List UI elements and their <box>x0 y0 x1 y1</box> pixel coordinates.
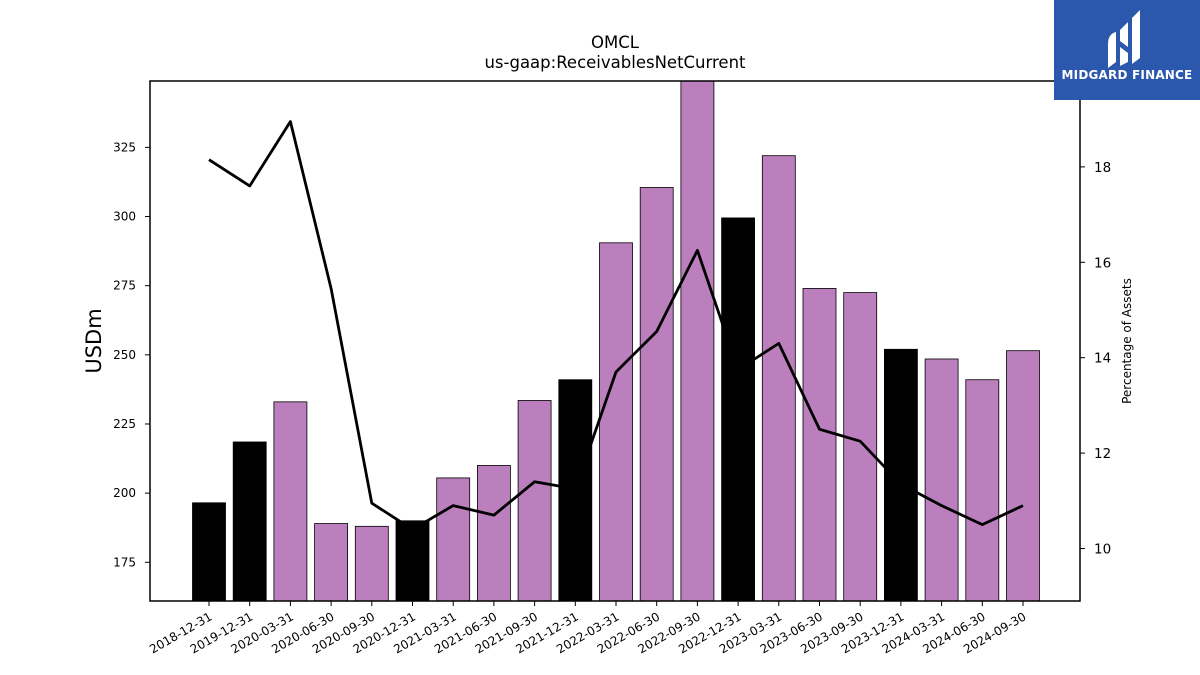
y-axis-left: 175 200 225 250 275 300 325 <box>113 140 150 569</box>
bar-2022-03-31 <box>599 242 633 602</box>
y-tick-label-right: 10 <box>1094 542 1111 558</box>
bar-2019-12-31 <box>232 441 267 602</box>
bar-2023-06-30 <box>802 288 837 602</box>
logo-text: MIDGARD FINANCE <box>1061 68 1193 82</box>
bar-2020-06-30 <box>314 523 349 602</box>
y-axis-label-right: Percentage of Assets <box>1120 278 1134 404</box>
y-tick-label-left: 200 <box>113 486 136 500</box>
y-tick-label-right: 14 <box>1094 351 1111 367</box>
bar-2020-12-31 <box>395 520 430 602</box>
bar-2024-03-31 <box>924 358 959 602</box>
y-tick-label-left: 300 <box>113 210 136 224</box>
bar-2024-09-30 <box>1006 350 1040 602</box>
x-axis: 2018-12-312019-12-312020-03-312020-06-30… <box>147 601 1029 656</box>
y-axis-label-left: USDm <box>82 308 106 373</box>
chart-title: OMCL <box>591 33 640 52</box>
y-tick-label-left: 325 <box>113 140 136 154</box>
bar-2023-12-31 <box>884 348 918 602</box>
y-tick-label-left: 225 <box>113 417 136 431</box>
bar-2020-09-30 <box>354 525 389 602</box>
bar-2021-03-31 <box>436 477 471 602</box>
bar-2021-09-30 <box>517 400 552 602</box>
y-tick-label-right: 16 <box>1094 255 1111 271</box>
logo-mark-icon <box>1108 10 1140 68</box>
bar-2022-12-31 <box>721 217 755 602</box>
bar-2018-12-31 <box>192 502 226 602</box>
y-axis-right: 10 12 14 16 18 <box>1080 160 1111 558</box>
bar-2023-03-31 <box>761 155 796 602</box>
line-series <box>208 120 1024 531</box>
y-tick-label-left: 275 <box>113 279 136 293</box>
chart-subtitle: us-gaap:ReceivablesNetCurrent <box>484 53 746 72</box>
y-tick-label-right: 12 <box>1094 446 1111 462</box>
bar-2022-09-30 <box>680 80 715 602</box>
bar-series <box>192 80 1040 602</box>
y-tick-label-left: 250 <box>113 348 136 362</box>
bar-2024-06-30 <box>965 379 1000 602</box>
bar-2022-06-30 <box>639 187 674 602</box>
plot-frame <box>149 80 1081 602</box>
bar-2021-12-31 <box>558 379 593 602</box>
percentage-line <box>208 120 1024 531</box>
y-tick-label-left: 175 <box>113 555 136 569</box>
brand-logo: MIDGARD FINANCE <box>1054 0 1200 100</box>
bar-2023-09-30 <box>843 292 878 602</box>
bar-2020-03-31 <box>273 401 308 602</box>
y-tick-label-right: 18 <box>1094 160 1111 176</box>
bar-2021-06-30 <box>476 465 511 602</box>
